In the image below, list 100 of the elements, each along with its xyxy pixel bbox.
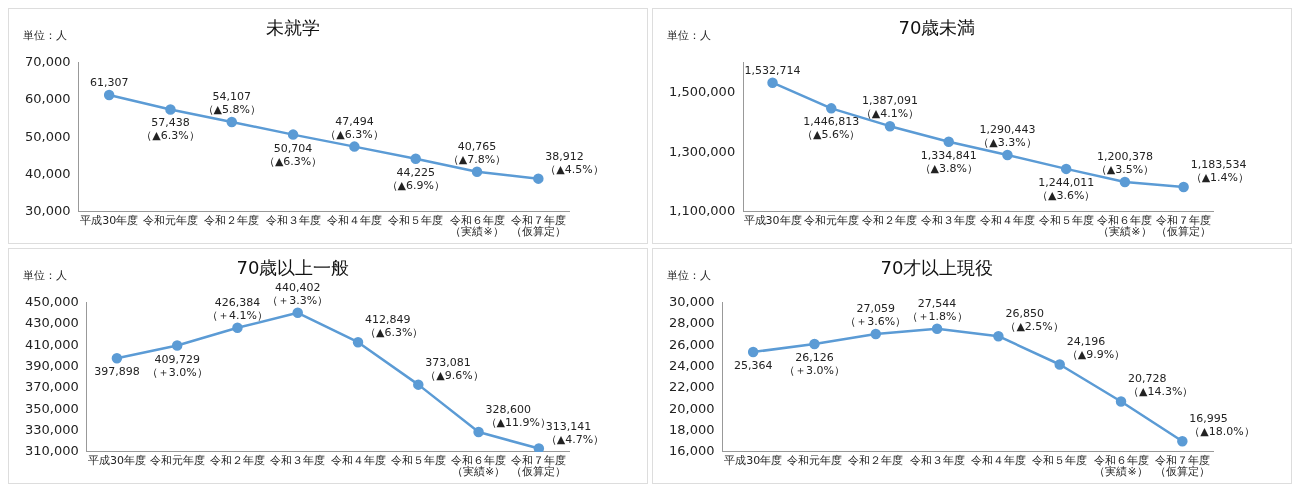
point [884, 120, 896, 132]
x-tick-label: 令和６年度（実績※） [1097, 213, 1153, 239]
y-tick-label: 60,000 [24, 91, 71, 107]
data-label: 1,532,714 [744, 63, 801, 77]
y-tick-label: 370,000 [24, 379, 79, 395]
x-tick-label: 平成30年度 [87, 453, 146, 467]
data-label: 50,704 （▲6.3%） [263, 141, 323, 168]
y-tick-label: 50,000 [24, 128, 71, 144]
x-tick-label: 令和５年度 [1032, 453, 1088, 467]
point [410, 153, 421, 165]
y-tick-label: 22,000 [668, 379, 715, 395]
point [292, 307, 303, 319]
x-tick-label: 令和７年度（仮算定） [511, 453, 567, 479]
data-label: 26,126 （＋3.0%） [783, 350, 845, 377]
y-tick-label: 330,000 [24, 421, 79, 437]
x-tick-label: 令和３年度 [909, 453, 965, 467]
x-tick-label: 令和６年度（実績※） [1093, 453, 1149, 479]
point [533, 173, 544, 184]
data-label: 1,387,091 （▲4.1%） [860, 94, 920, 121]
y-tick-label: 24,000 [668, 357, 715, 373]
y-tick-label: 70,000 [24, 53, 71, 69]
x-tick-label: 令和４年度 [970, 453, 1026, 467]
x-tick-label: 令和２年度 [209, 453, 265, 467]
x-tick-label: 令和４年度 [330, 453, 386, 467]
y-tick-label: 18,000 [668, 421, 715, 437]
point [826, 103, 837, 114]
point [931, 323, 943, 335]
data-label: 20,728 （▲14.3%） [1128, 372, 1194, 399]
y-tick-label: 1,100,000 [668, 203, 736, 219]
point [993, 330, 1004, 342]
data-label: 27,544 （＋1.8%） [906, 296, 968, 323]
data-label: 426,384 （＋4.1%） [206, 295, 268, 322]
point [870, 328, 882, 340]
point [413, 379, 424, 390]
point [809, 338, 820, 350]
x-tick-label: 令和２年度 [204, 213, 260, 227]
chart-title: 未就学 [266, 17, 320, 39]
x-tick-label: 令和元年度 [142, 213, 198, 227]
x-tick-label: 令和３年度 [921, 213, 977, 227]
x-tick-label: 令和４年度 [979, 213, 1035, 227]
point [232, 322, 243, 334]
x-tick-label: 令和元年度 [803, 213, 859, 227]
point [171, 340, 183, 351]
data-label: 16,995 （▲18.0%） [1189, 412, 1255, 439]
point [767, 77, 778, 88]
point [473, 426, 484, 438]
y-tick-label: 20,000 [668, 400, 715, 416]
data-label: 1,334,841 （▲3.8%） [919, 148, 978, 175]
data-label: 1,244,011 （▲3.6%） [1036, 175, 1096, 202]
point [1002, 149, 1013, 161]
chart-title: 70歳未満 [898, 17, 976, 39]
point [103, 89, 115, 101]
x-tick-label: 平成30年度 [724, 453, 783, 467]
point [352, 336, 364, 348]
x-tick-label: 令和２年度 [862, 213, 918, 227]
data-label: 61,307 [89, 76, 129, 90]
x-tick-label: 令和５年度 [1038, 213, 1094, 227]
x-tick-label: 令和元年度 [786, 453, 842, 467]
y-tick-label: 16,000 [668, 443, 715, 459]
data-label: 40,765 （▲7.8%） [447, 139, 507, 166]
data-label: 1,200,378 （▲3.5%） [1095, 149, 1155, 176]
y-tick-label: 430,000 [24, 315, 79, 331]
data-label: 440,402 （＋3.3%） [267, 280, 329, 307]
point [1115, 396, 1127, 407]
data-label: 397,898 [94, 365, 140, 379]
x-tick-label: 令和３年度 [270, 453, 326, 467]
x-tick-label: 令和７年度（仮算定） [1156, 213, 1212, 239]
x-tick-label: 令和５年度 [390, 453, 446, 467]
point [471, 166, 483, 177]
x-tick-label: 令和２年度 [848, 453, 904, 467]
data-label: 26,850 （▲2.5%） [1005, 307, 1064, 334]
point [1119, 176, 1131, 188]
data-label: 27,059 （＋3.6%） [845, 301, 907, 328]
x-tick-label: 令和元年度 [149, 453, 205, 467]
y-tick-label: 310,000 [24, 443, 79, 459]
point [1054, 359, 1065, 370]
y-tick-label: 450,000 [24, 293, 79, 309]
y-tick-label: 26,000 [668, 336, 715, 352]
y-tick-label: 30,000 [668, 293, 715, 309]
data-label: 25,364 [733, 359, 773, 373]
data-label: 54,107 （▲5.8%） [202, 89, 261, 116]
data-label: 1,290,443 （▲3.3%） [978, 123, 1037, 150]
x-tick-label: 令和７年度（仮算定） [1154, 453, 1210, 479]
x-tick-label: 令和５年度 [388, 213, 444, 227]
y-tick-label: 410,000 [24, 336, 79, 352]
data-label: 313,141 （▲4.7%） [545, 419, 605, 446]
point [533, 443, 545, 452]
point [349, 141, 360, 152]
x-tick-label: 令和６年度（実績※） [451, 453, 507, 479]
y-tick-label: 1,300,000 [668, 143, 736, 159]
point [287, 129, 299, 140]
x-tick-label: 令和６年度（実績※） [449, 213, 505, 239]
data-label: 24,196 （▲9.9%） [1066, 335, 1126, 362]
point [1060, 163, 1072, 175]
data-label: 1,446,813 （▲5.6%） [802, 115, 861, 142]
point [1177, 436, 1188, 447]
point [165, 104, 176, 115]
y-tick-label: 350,000 [24, 400, 79, 416]
data-label: 38,912 （▲4.5%） [545, 149, 604, 176]
y-tick-label: 1,500,000 [668, 83, 736, 99]
